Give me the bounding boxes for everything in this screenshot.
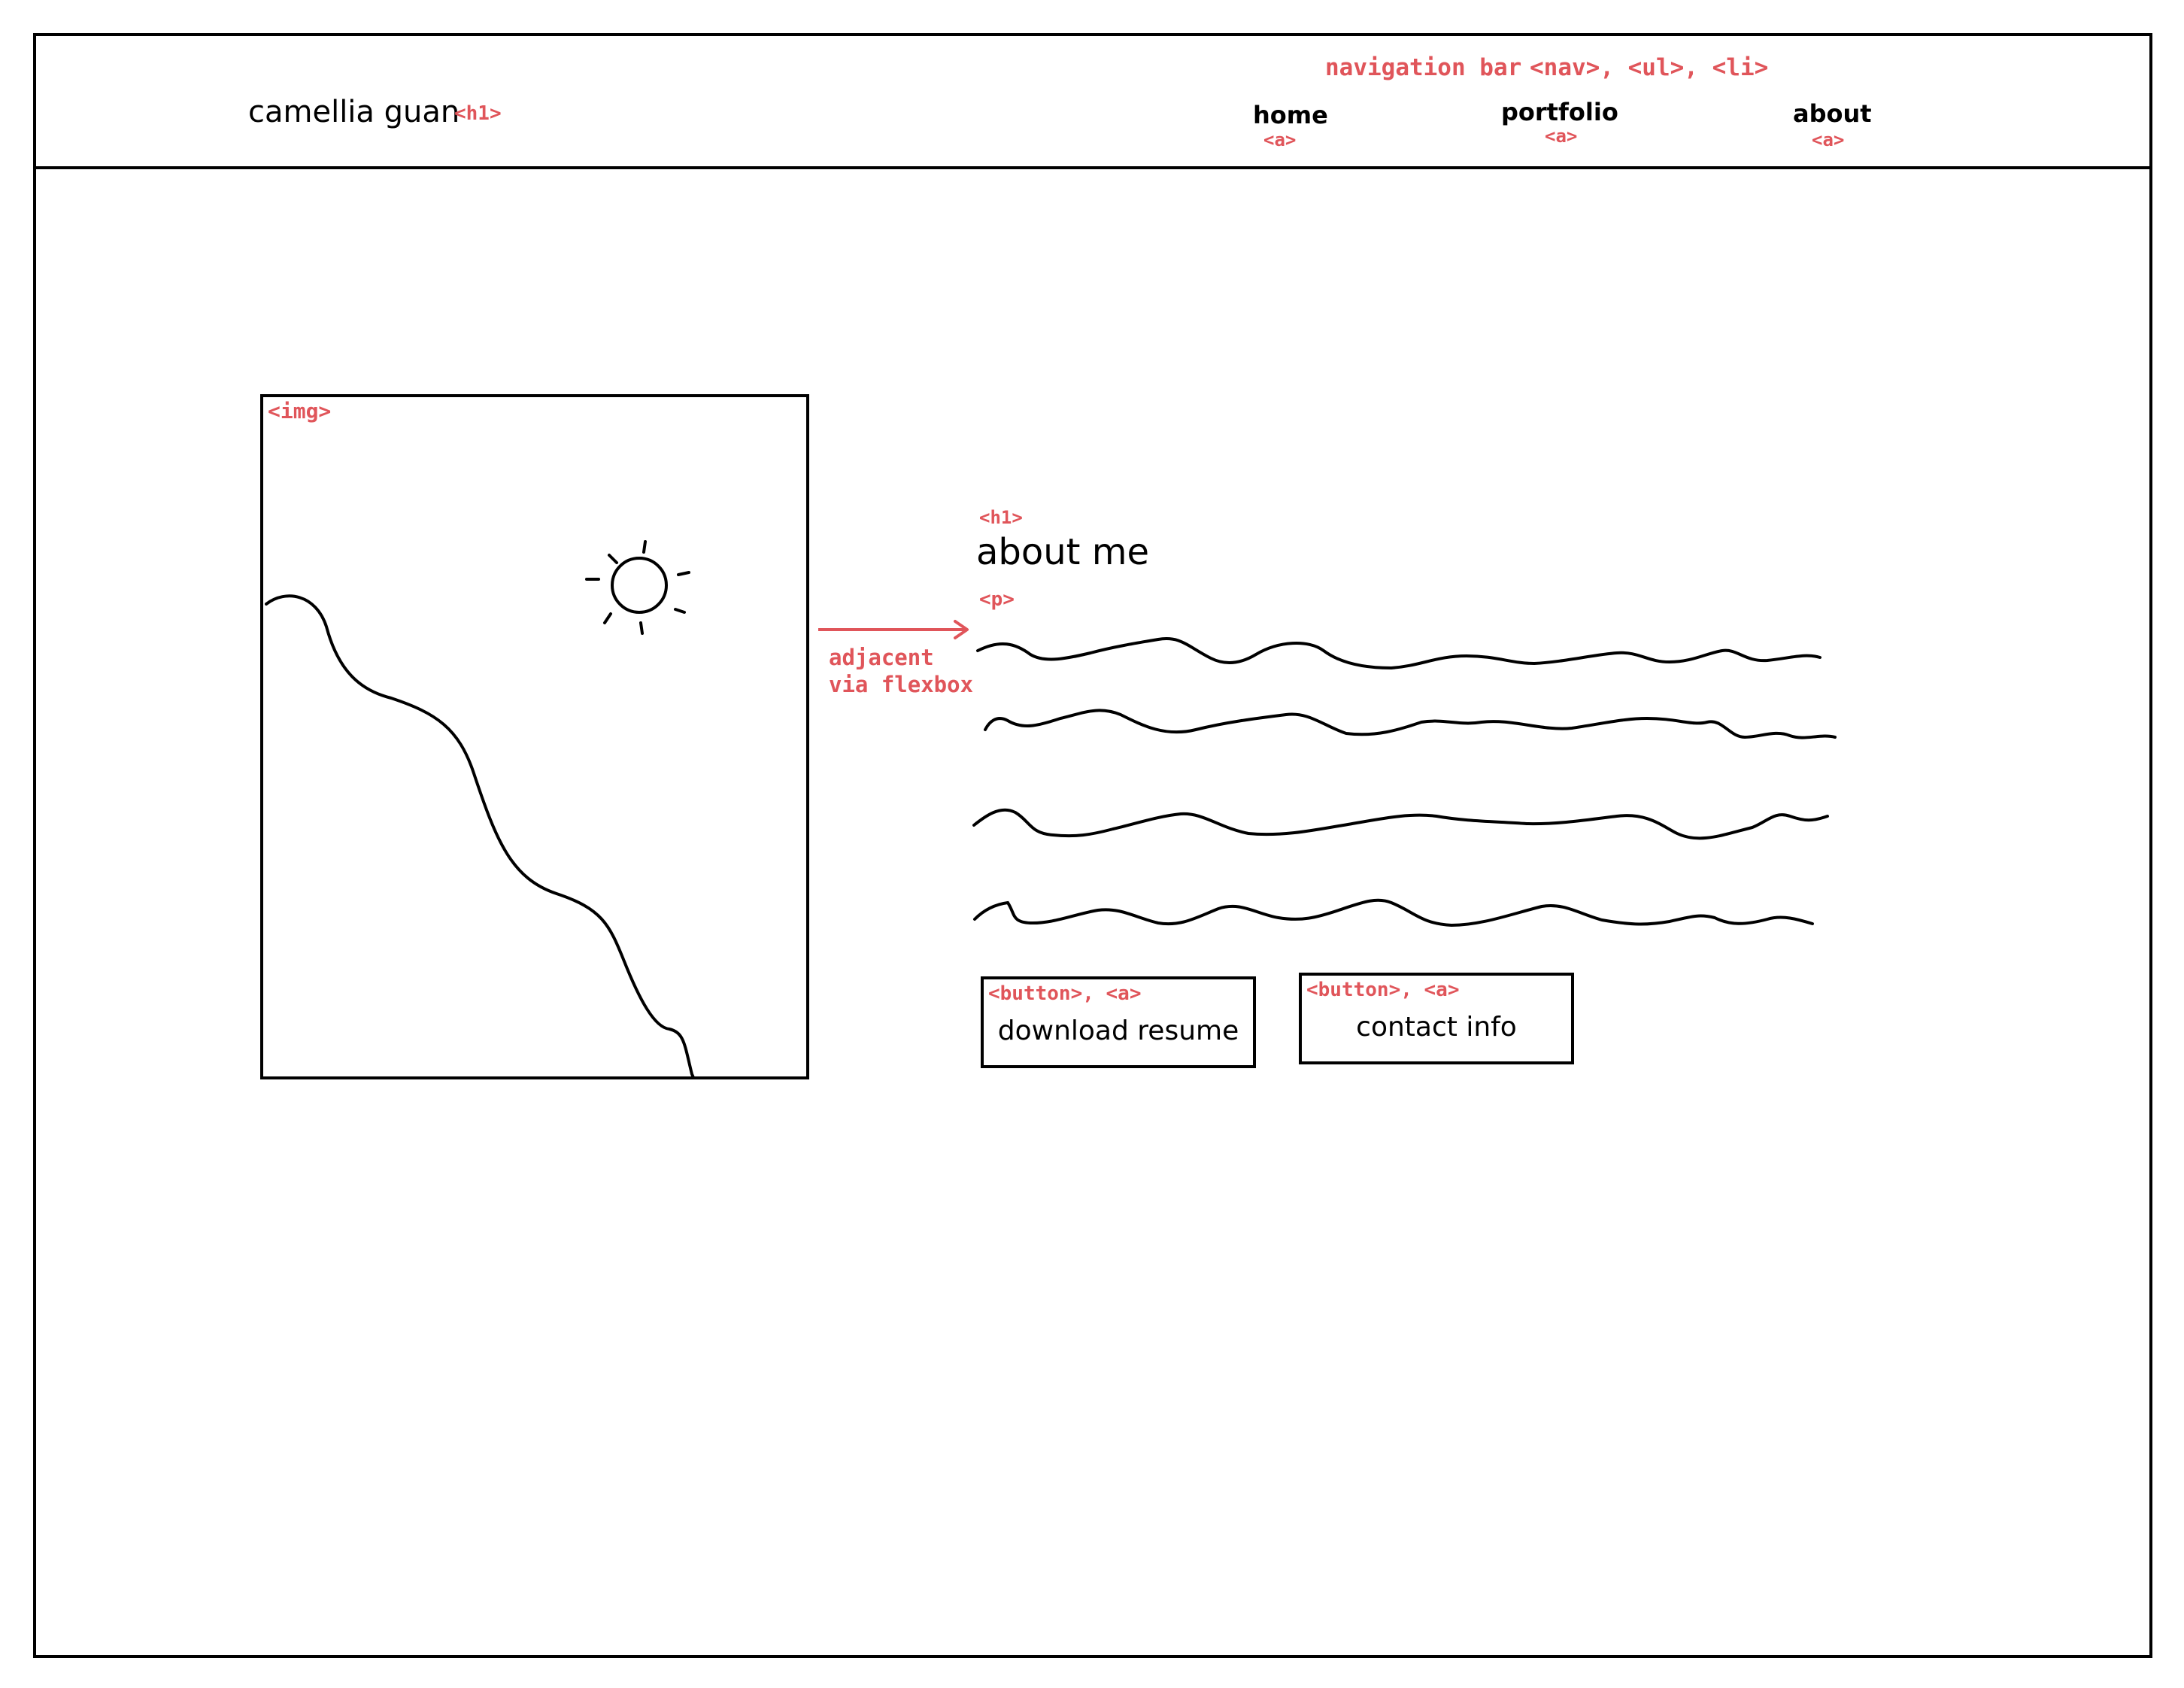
contact-info-tag-annotation: <button>, <a>	[1306, 979, 1460, 1001]
landscape-sketch	[265, 540, 695, 1076]
wireframe-frame	[33, 33, 2152, 1658]
about-heading: about me	[976, 531, 1150, 573]
nav-annotation: navigation bar	[1325, 54, 1522, 81]
site-title-tag-annotation: <h1>	[454, 102, 502, 125]
nav-about-tag-annotation: <a>	[1812, 129, 1845, 150]
paragraph-tag-annotation: <p>	[979, 588, 1015, 611]
contact-info-label: contact info	[1356, 1012, 1517, 1043]
nav-link-about[interactable]: about	[1793, 99, 1872, 128]
download-resume-button[interactable]: <button>, <a> download resume	[981, 976, 1256, 1068]
about-heading-tag-annotation: <h1>	[979, 507, 1023, 528]
paragraph-placeholder-lines	[972, 637, 1837, 927]
text-line	[973, 898, 1814, 927]
nav-link-home[interactable]: home	[1253, 101, 1328, 129]
download-resume-label: download resume	[997, 1016, 1239, 1046]
download-resume-tag-annotation: <button>, <a>	[988, 982, 1142, 1005]
img-tag-annotation: <img>	[268, 399, 332, 424]
text-line	[976, 637, 1822, 670]
text-line	[984, 709, 1837, 739]
contact-info-button[interactable]: <button>, <a> contact info	[1299, 973, 1574, 1064]
sun-icon	[585, 540, 690, 635]
nav-home-tag-annotation: <a>	[1263, 129, 1297, 150]
site-title: camellia guan	[248, 95, 460, 129]
nav-link-portfolio[interactable]: portfolio	[1501, 98, 1618, 126]
text-line	[972, 808, 1829, 840]
flexbox-annotation-line2: via flexbox	[829, 672, 974, 697]
flexbox-annotation: adjacent via flexbox	[829, 644, 973, 698]
nav-portfolio-tag-annotation: <a>	[1545, 126, 1578, 147]
arrow-right-icon	[818, 620, 969, 639]
hill-line	[265, 594, 695, 1076]
header-divider	[33, 166, 2152, 169]
nav-tags-annotation: <nav>, <ul>, <li>	[1530, 54, 1769, 81]
flexbox-annotation-line1: adjacent	[829, 645, 934, 670]
image-placeholder	[260, 394, 809, 1079]
